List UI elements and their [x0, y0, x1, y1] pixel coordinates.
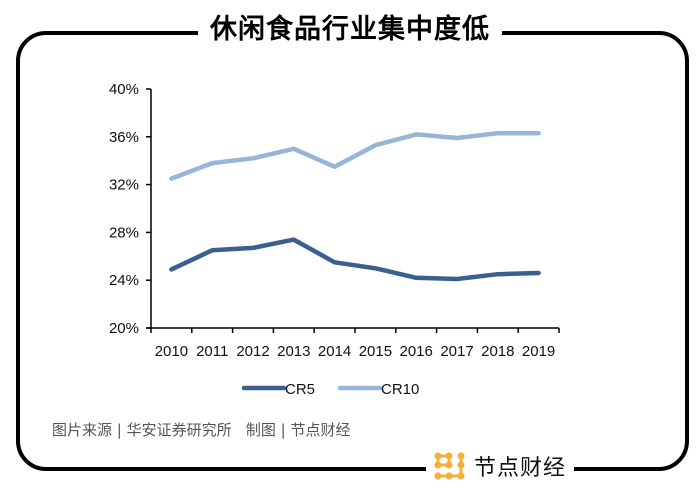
y-tick-label: 28% [109, 224, 139, 241]
chart-lines [169, 130, 541, 282]
x-tick-label: 2013 [277, 343, 310, 360]
chart-axes: 20% 24% 28% 32% 36% 40% 2010 2011 2012 2013 2014 20… [109, 81, 560, 360]
node-grid-logo-icon [434, 452, 465, 480]
brand-footer: 节点财经 [426, 447, 575, 485]
chart-title: 休闲食品行业集中度低 [198, 10, 502, 50]
y-tick-label: 36% [109, 129, 139, 146]
series-line-cr5 [169, 237, 541, 282]
x-tick-label: 2019 [522, 343, 555, 360]
y-tick-label: 24% [109, 272, 139, 289]
legend-label-cr5: CR5 [285, 381, 315, 398]
x-tick-label: 2011 [196, 343, 228, 360]
brand-name: 节点财经 [474, 456, 567, 481]
chart-legend: CR5 CR10 [241, 381, 419, 398]
source-note: 图片来源 | 华安证券研究所 制图 | 节点财经 [52, 421, 351, 439]
x-tick-label: 2010 [155, 343, 188, 360]
y-tick-label: 32% [109, 177, 139, 194]
series-line-cr10 [169, 130, 541, 181]
x-tick-label: 2015 [359, 343, 392, 360]
x-tick-label: 2014 [318, 343, 351, 360]
x-tick-label: 2017 [440, 343, 473, 360]
x-tick-label: 2018 [481, 343, 514, 360]
title-container: 休闲食品行业集中度低 [0, 10, 700, 50]
y-tick-label: 20% [109, 320, 139, 337]
x-tick-label: 2012 [236, 343, 269, 360]
y-tick-label: 40% [109, 81, 139, 98]
x-tick-label: 2016 [400, 343, 433, 360]
legend-label-cr10: CR10 [381, 381, 419, 398]
